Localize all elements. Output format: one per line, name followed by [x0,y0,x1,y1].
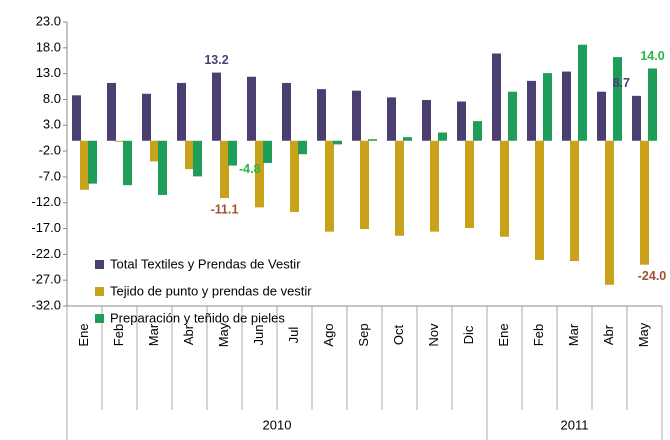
bar [107,82,116,141]
bar [527,80,536,141]
data-label: 13.2 [204,53,228,67]
bar [193,140,202,177]
bar [508,91,517,141]
bar [570,140,579,262]
bar [578,44,587,141]
bar [115,140,124,142]
bar [457,101,466,141]
group-label: 2010 [263,417,292,432]
x-tick-label: Feb [531,324,546,346]
bar [535,140,544,261]
bar [72,95,81,141]
plot-area [72,44,657,285]
bar [473,121,482,141]
y-tick-label: 3.0 [43,117,61,132]
bar [597,91,606,141]
legend-swatch [95,287,104,296]
x-tick-label: Oct [391,325,406,346]
legend-label: Total Textiles y Prendas de Vestir [110,256,301,271]
x-tick-label: Feb [111,324,126,346]
x-tick-label: Abr [181,324,196,345]
x-tick-label: Nov [426,323,441,347]
data-label: -4.8 [239,162,261,176]
group-label: 2011 [561,417,589,432]
x-tick-label: Mar [566,323,581,346]
bar [88,140,97,184]
bar [220,140,229,199]
bar [438,132,447,141]
legend-label: Tejido de punto y prendas de vestir [110,283,312,298]
bar [290,140,299,213]
bar [325,140,334,232]
y-tick-label: -17.0 [31,220,61,235]
bar [80,140,89,190]
bar [500,140,509,237]
bar [298,140,307,155]
bar [403,137,412,141]
y-tick-label: -12.0 [31,194,61,209]
bar [648,68,657,141]
x-tick-label: Ene [76,323,91,346]
x-tick-label: Abr [601,324,616,345]
data-label: 14.0 [640,49,664,63]
bar [395,140,404,236]
bar [142,93,151,141]
bar [352,90,361,141]
x-tick-label: Ene [496,323,511,346]
bar [613,57,622,141]
bar [640,140,649,265]
bar [605,140,614,285]
bar [263,140,272,163]
x-tick-label: Dic [461,325,476,344]
x-tick-label: Jul [286,327,301,344]
bar [387,97,396,141]
bar [228,140,237,166]
bar [123,140,132,186]
bar [158,140,167,195]
bar [492,53,501,141]
bar [212,72,221,141]
bar [317,89,326,141]
bar [282,82,291,141]
y-tick-label: -22.0 [31,246,61,261]
data-label: -24.0 [638,269,667,283]
y-tick-label: -27.0 [31,272,61,287]
y-tick-label: -32.0 [31,297,61,312]
bar [465,140,474,229]
data-label: 8.7 [613,76,630,90]
bar [632,95,641,141]
data-label: -11.1 [211,202,239,216]
bar [177,82,186,141]
y-tick-label: 13.0 [36,65,61,80]
y-tick-label: 18.0 [36,39,61,54]
x-tick-label: Mar [146,323,161,346]
y-tick-label: 23.0 [36,13,61,28]
bar [247,76,256,141]
bar [333,140,342,145]
x-tick-label: Sep [356,323,371,346]
y-tick-label: -7.0 [39,168,61,183]
bar [368,139,377,141]
legend-label: Preparación y teñido de pieles [110,310,285,325]
bar [360,140,369,230]
x-tick-label: Jun [251,325,266,346]
bar [430,140,439,232]
x-tick-label: Ago [321,323,336,346]
y-tick-label: -2.0 [39,143,61,158]
legend-swatch [95,314,104,323]
x-tick-label: May [216,322,231,347]
bar [185,140,194,170]
legend-swatch [95,260,104,269]
x-tick-label: May [636,322,651,347]
bar [150,140,159,162]
y-tick-label: 8.0 [43,91,61,106]
bar [562,71,571,141]
bar [255,140,264,208]
bar [543,73,552,141]
bar [422,99,431,141]
